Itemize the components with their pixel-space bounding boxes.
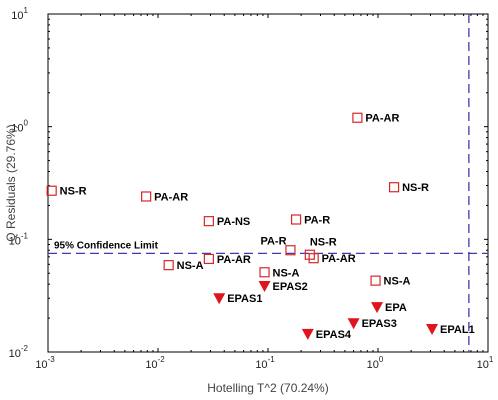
point-label: EPAS3 [362,318,397,330]
point-label: PA-AR [365,113,399,125]
point-label: EPAS4 [316,329,352,341]
point-label: NS-R [310,237,337,249]
sample-square-marker [388,182,400,193]
point-label: EPAL1 [440,324,475,336]
point-label: NS-A [177,260,204,272]
sample-square-marker [203,253,214,265]
plot-area [47,13,489,353]
y-axis-label: Q Residuals (29.76%) [4,124,18,241]
x-tick-label: 10-1 [255,355,275,371]
axis-ticks: 10-3 10-2 10-1 100 101 10-2 10-1 100 101 [9,6,494,371]
point-label: PA-AR [217,254,251,266]
sample-square-marker [370,275,381,286]
point-label: PA-R [260,235,286,247]
point-label: EPAS2 [273,281,308,293]
sample-square-marker [141,191,152,202]
point-label: NS-R [60,186,87,198]
point-label: EPA [385,302,407,314]
x-tick-label: 10-3 [35,355,55,371]
sample-square-marker [304,249,315,260]
y-tick-label: 100 [11,119,28,135]
sample-triangle-marker [258,281,271,293]
sample-triangle-marker [213,293,226,305]
sample-square-marker [259,267,270,278]
point-label: EPAS1 [227,293,262,305]
sample-square-marker [285,245,296,256]
x-tick-label: 10-2 [145,355,165,371]
sample-triangle-marker [371,302,384,314]
data-points: PA-AR NS-R PA-AR NS-R PA-NS PA-R PA-R NS-R PA-AR… [46,112,475,341]
sample-square-marker [352,112,363,123]
confidence-limit-label: 95% Confidence Limit [54,240,159,251]
point-label: PA-NS [217,216,250,228]
point-label: PA-AR [154,191,188,203]
sample-square-marker [308,253,319,264]
plot-frame [47,13,489,353]
point-label: NS-R [402,182,429,194]
x-tick-label: 101 [477,355,494,371]
point-label: PA-R [304,214,330,226]
y-tick-label: 10-1 [9,231,29,247]
point-label: NS-A [384,276,411,288]
sample-square-marker [163,260,174,271]
point-label: PA-AR [322,253,356,265]
sample-triangle-marker [301,328,314,340]
y-tick-label: 101 [11,6,28,22]
x-tick-label: 100 [367,355,384,371]
sample-square-marker [203,216,214,227]
confidence-limits [48,14,488,352]
y-tick-label: 10-2 [9,344,29,360]
sample-square-marker [290,214,302,225]
sample-triangle-marker [347,318,360,330]
point-label: NS-A [273,267,300,279]
sample-triangle-marker [426,324,439,336]
x-axis-label: Hotelling T^2 (70.24%) [207,381,328,395]
sample-square-marker [46,185,57,196]
